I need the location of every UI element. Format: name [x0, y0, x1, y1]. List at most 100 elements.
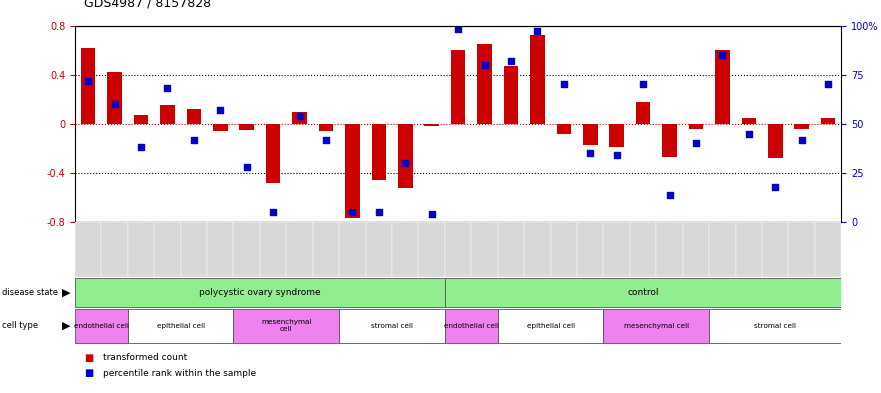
Bar	[524, 222, 551, 277]
Text: polycystic ovary syndrome: polycystic ovary syndrome	[199, 288, 321, 297]
Bar	[160, 105, 174, 124]
Bar	[266, 124, 280, 183]
Point	[81, 77, 95, 84]
Text: mesenchymal
cell: mesenchymal cell	[261, 319, 312, 332]
Text: transformed count: transformed count	[103, 353, 188, 362]
Point	[319, 136, 333, 143]
Bar	[128, 222, 154, 277]
Bar	[240, 124, 254, 130]
Bar	[683, 222, 709, 277]
Bar	[709, 222, 736, 277]
Bar	[319, 124, 333, 131]
Bar	[345, 124, 359, 219]
Bar	[788, 222, 815, 277]
Bar	[181, 222, 207, 277]
Text: GDS4987 / 8157828: GDS4987 / 8157828	[84, 0, 211, 10]
Bar	[663, 124, 677, 157]
Bar	[260, 222, 286, 277]
Point	[663, 191, 677, 198]
Bar	[715, 50, 729, 124]
Point	[478, 62, 492, 68]
Point	[689, 140, 703, 147]
Point	[451, 26, 465, 33]
Point	[134, 144, 148, 151]
Bar	[313, 222, 339, 277]
Bar	[81, 48, 95, 124]
Text: epithelial cell: epithelial cell	[157, 323, 204, 329]
Bar	[445, 278, 841, 307]
Point	[107, 101, 122, 107]
Bar	[577, 222, 603, 277]
Bar	[610, 124, 624, 147]
Bar	[709, 309, 841, 343]
Bar	[583, 124, 597, 145]
Bar	[445, 222, 471, 277]
Point	[266, 209, 280, 215]
Point	[610, 152, 624, 158]
Bar	[372, 124, 386, 180]
Point	[583, 150, 597, 156]
Point	[372, 209, 386, 215]
Bar	[213, 124, 227, 131]
Bar	[530, 35, 544, 124]
Bar	[762, 222, 788, 277]
Bar	[636, 102, 650, 124]
Point	[795, 136, 809, 143]
Text: stromal cell: stromal cell	[371, 323, 413, 329]
Bar	[107, 72, 122, 124]
Text: disease state: disease state	[2, 288, 58, 297]
Point	[768, 184, 782, 190]
Bar	[821, 118, 835, 124]
Text: cell type: cell type	[2, 321, 38, 330]
Point	[742, 130, 756, 137]
Bar	[187, 109, 201, 124]
Bar	[656, 222, 683, 277]
Bar	[134, 115, 148, 124]
Bar	[154, 222, 181, 277]
Point	[345, 209, 359, 215]
Text: endothelial cell: endothelial cell	[444, 323, 499, 329]
Point	[160, 85, 174, 92]
Text: epithelial cell: epithelial cell	[527, 323, 574, 329]
Text: control: control	[627, 288, 659, 297]
Point	[715, 52, 729, 58]
Text: ■: ■	[84, 353, 93, 363]
Point	[292, 113, 307, 119]
Bar	[445, 309, 498, 343]
Point	[821, 81, 835, 88]
Bar	[366, 222, 392, 277]
Bar	[498, 309, 603, 343]
Bar	[498, 222, 524, 277]
Bar	[128, 309, 233, 343]
Bar	[75, 222, 101, 277]
Point	[425, 211, 439, 217]
Text: percentile rank within the sample: percentile rank within the sample	[103, 369, 256, 378]
Bar	[768, 124, 782, 158]
Bar	[101, 222, 128, 277]
Point	[530, 28, 544, 35]
Point	[187, 136, 201, 143]
Bar	[504, 66, 518, 124]
Bar	[398, 124, 412, 187]
Bar	[742, 118, 756, 124]
Bar	[603, 309, 709, 343]
Text: ▶: ▶	[62, 287, 70, 298]
Point	[240, 164, 254, 170]
Bar	[75, 278, 445, 307]
Bar	[795, 124, 809, 129]
Text: endothelial cell: endothelial cell	[74, 323, 129, 329]
Text: ■: ■	[84, 368, 93, 378]
Text: mesenchymal cell: mesenchymal cell	[624, 323, 689, 329]
Bar	[233, 309, 339, 343]
Point	[504, 58, 518, 64]
Bar	[339, 222, 366, 277]
Text: stromal cell: stromal cell	[754, 323, 796, 329]
Bar	[418, 222, 445, 277]
Bar	[392, 222, 418, 277]
Bar	[551, 222, 577, 277]
Bar	[736, 222, 762, 277]
Bar	[292, 112, 307, 124]
Point	[636, 81, 650, 88]
Bar	[471, 222, 498, 277]
Bar	[689, 124, 703, 129]
